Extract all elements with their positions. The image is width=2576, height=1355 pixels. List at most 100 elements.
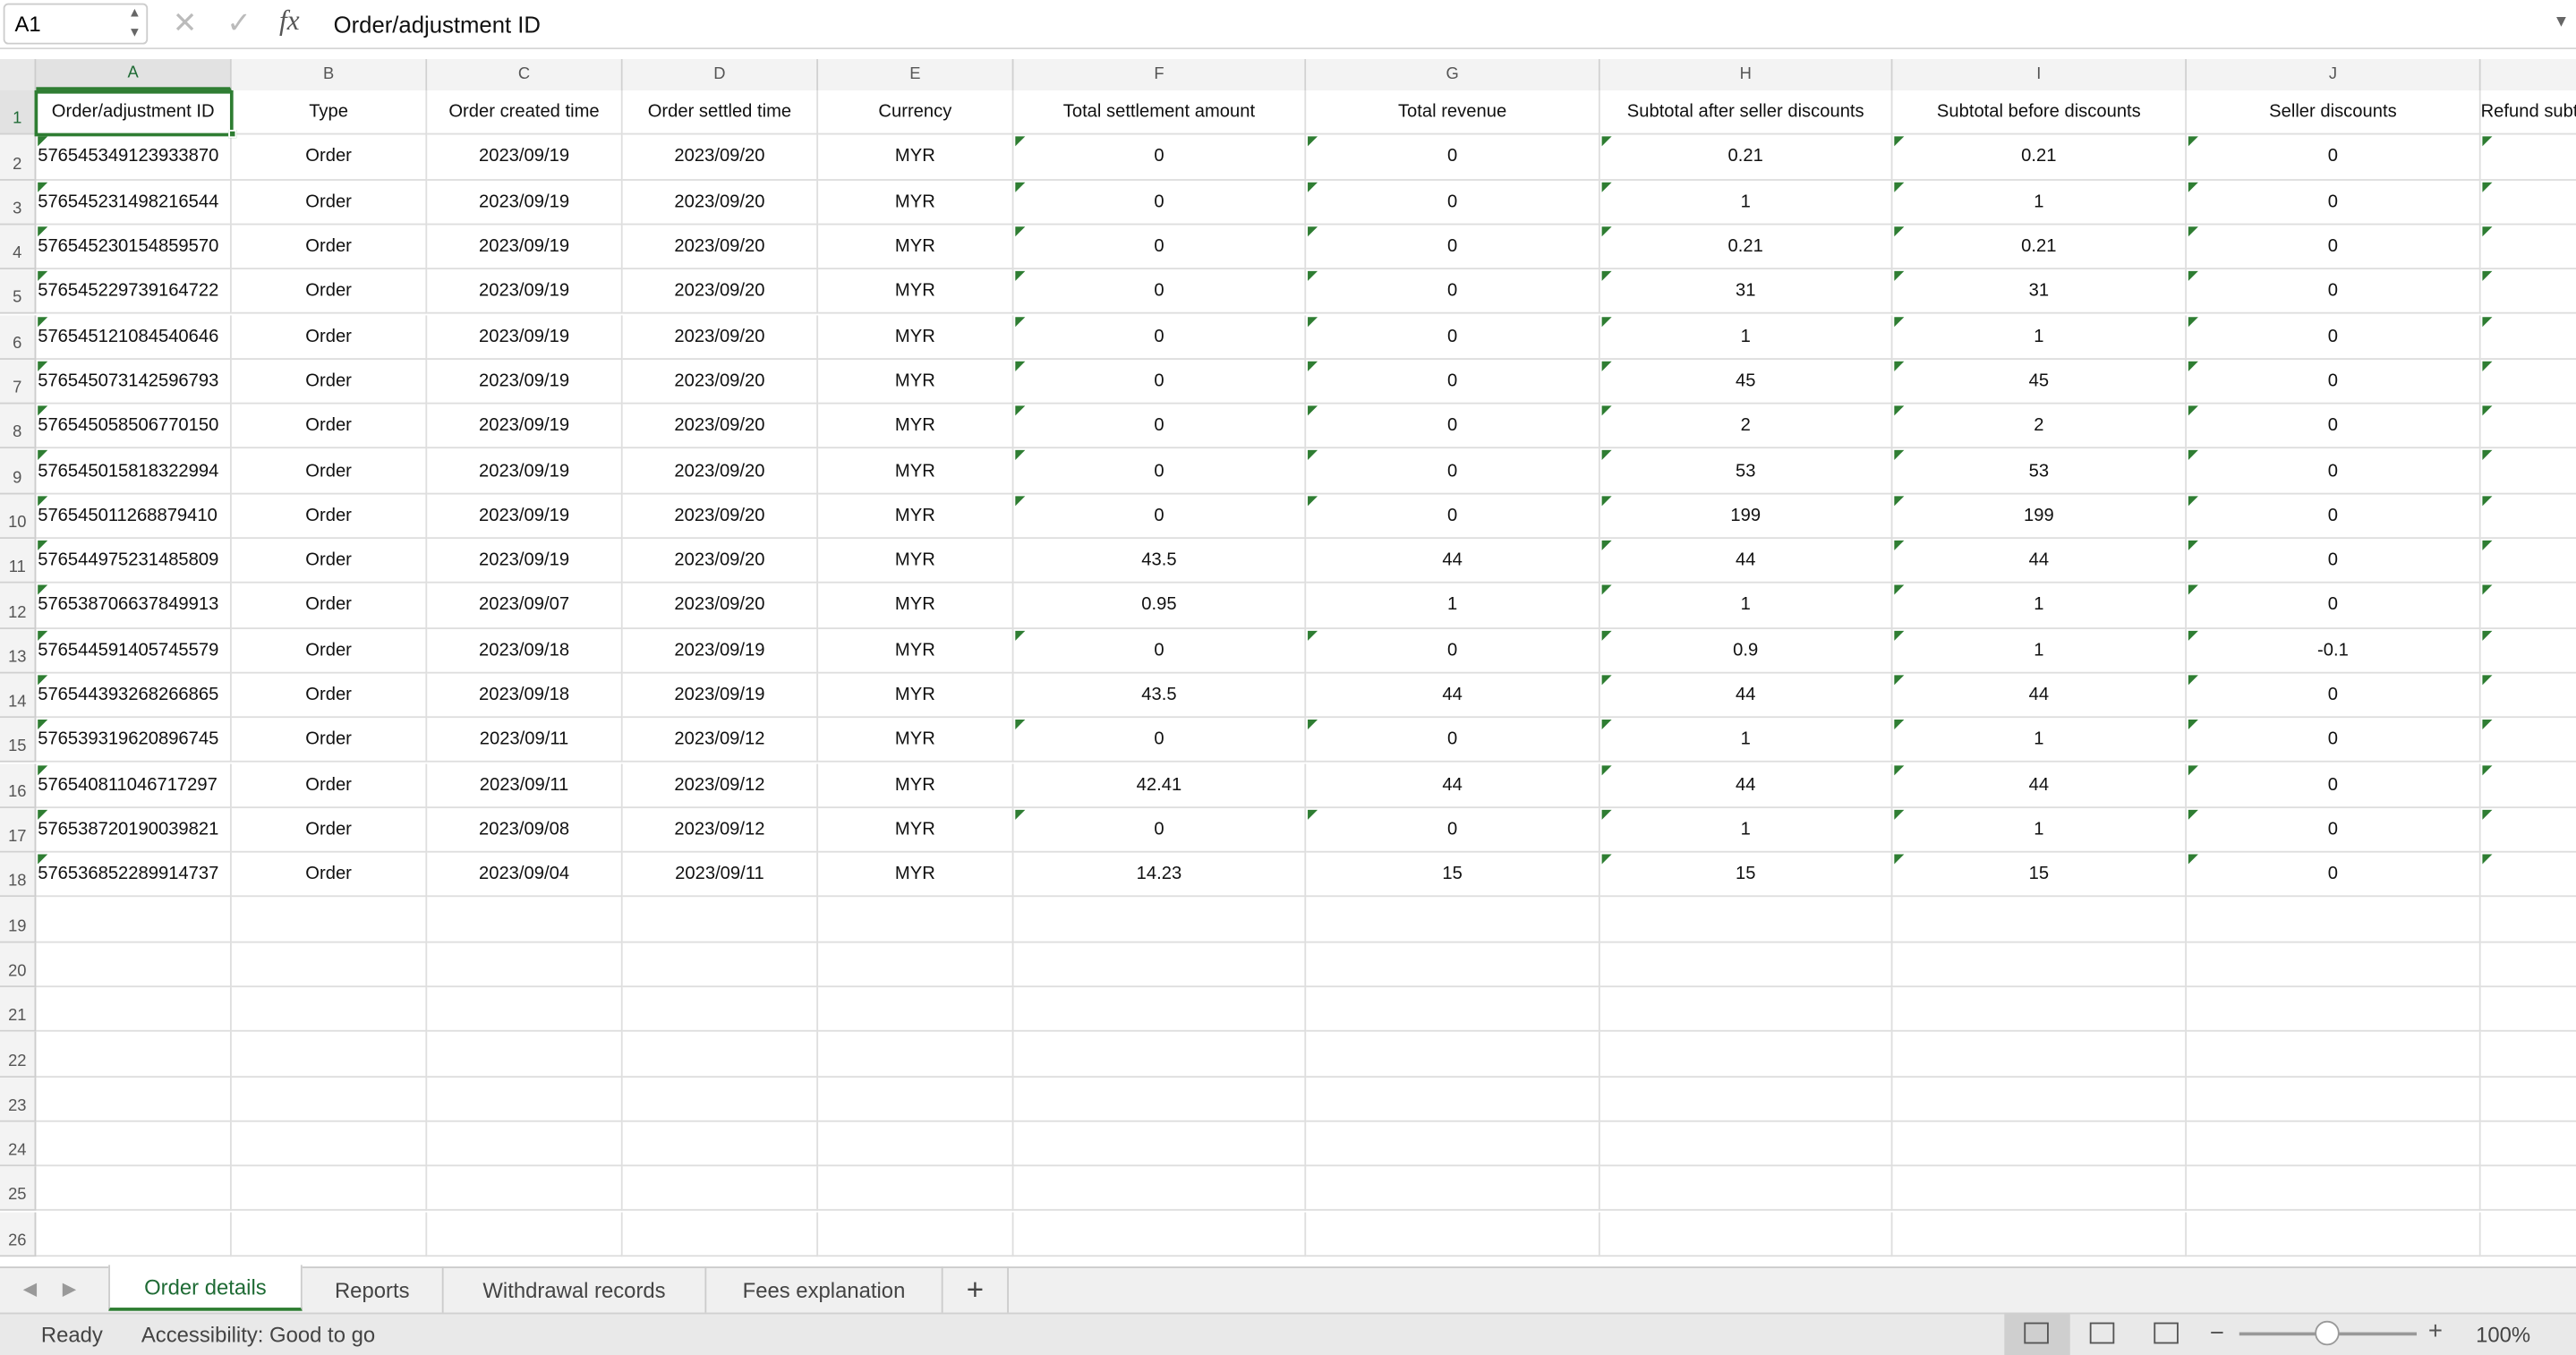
cell[interactable]	[2187, 1166, 2481, 1212]
row-header[interactable]: 2	[0, 135, 37, 181]
confirm-icon[interactable]: ✓	[226, 6, 252, 40]
cell[interactable]: MYR	[818, 673, 1014, 719]
cell[interactable]: 2023/09/12	[622, 763, 819, 808]
cell[interactable]: 576545015818322994	[36, 448, 232, 494]
cell[interactable]: 0	[1013, 628, 1307, 674]
row-header[interactable]: 24	[0, 1121, 37, 1167]
zoom-in[interactable]: +	[2427, 1317, 2443, 1346]
cell[interactable]	[1892, 1121, 2188, 1167]
cell[interactable]	[622, 1166, 819, 1212]
cell[interactable]: 576544591405745579	[36, 628, 232, 674]
row-header[interactable]: 3	[0, 180, 37, 226]
cell[interactable]	[2480, 1212, 2576, 1257]
cell[interactable]: 44	[1306, 539, 1600, 584]
cell[interactable]	[1013, 1077, 1307, 1122]
cell[interactable]: 576536852289914737	[36, 852, 232, 898]
cell[interactable]	[818, 1211, 1014, 1257]
cell[interactable]: 0	[2187, 718, 2481, 763]
cell[interactable]: MYR	[818, 628, 1014, 674]
cell[interactable]: 2023/09/07	[427, 584, 623, 629]
cell[interactable]	[2480, 449, 2576, 494]
column-header[interactable]: E	[818, 59, 1014, 90]
cell[interactable]	[622, 1077, 819, 1122]
row-header[interactable]: 9	[0, 448, 37, 494]
cell[interactable]	[36, 1121, 232, 1167]
header-cell[interactable]: Seller discounts	[2187, 89, 2481, 136]
cell[interactable]	[1306, 987, 1600, 1033]
cell[interactable]: 0	[2187, 269, 2481, 315]
cell[interactable]: 2023/09/19	[427, 493, 623, 540]
cell[interactable]: 0	[1306, 628, 1600, 674]
cell[interactable]	[1013, 1211, 1307, 1257]
cell[interactable]: 0	[1013, 314, 1307, 360]
cell[interactable]: 0	[1013, 225, 1307, 270]
cell[interactable]: 0	[2187, 135, 2481, 181]
cell[interactable]	[2480, 763, 2576, 808]
row-header[interactable]: 23	[0, 1077, 37, 1122]
cell[interactable]: 0.95	[1013, 584, 1307, 629]
column-header[interactable]: I	[1892, 59, 2188, 90]
cell[interactable]: 576545229739164722	[36, 269, 232, 315]
cell[interactable]	[2187, 1121, 2481, 1167]
cell[interactable]	[1013, 897, 1307, 943]
cell[interactable]: MYR	[818, 448, 1014, 494]
header-cell[interactable]: Subtotal before discounts	[1892, 89, 2188, 136]
cell[interactable]	[427, 1166, 623, 1212]
cell[interactable]: Order	[231, 763, 428, 808]
cell[interactable]	[36, 987, 232, 1033]
row-header[interactable]: 13	[0, 628, 37, 674]
cell[interactable]: 0	[1306, 225, 1600, 270]
sheet-tab[interactable]: Order details	[108, 1265, 303, 1311]
cell[interactable]	[1306, 1166, 1600, 1212]
cell[interactable]: 0	[1013, 269, 1307, 315]
cell[interactable]: MYR	[818, 718, 1014, 763]
cell[interactable]: 44	[1599, 539, 1893, 584]
cell[interactable]: 1	[1892, 807, 2188, 853]
cell[interactable]: 2023/09/19	[427, 359, 623, 405]
header-cell[interactable]: Total revenue	[1306, 89, 1600, 136]
cell[interactable]: 1	[1599, 314, 1893, 360]
cell[interactable]: 44	[1306, 763, 1600, 808]
cell[interactable]: MYR	[818, 493, 1014, 540]
row-header[interactable]: 8	[0, 404, 37, 449]
expand-formula[interactable]: ▼	[2553, 13, 2570, 31]
cell[interactable]	[818, 897, 1014, 943]
cell[interactable]: 2	[1892, 404, 2188, 449]
cell[interactable]	[231, 987, 428, 1033]
cell[interactable]: 53	[1599, 448, 1893, 494]
cell[interactable]: 44	[1599, 763, 1893, 808]
row-header[interactable]: 6	[0, 314, 37, 360]
cell[interactable]: 576545058506770150	[36, 404, 232, 449]
cell[interactable]: 576538706637849913	[36, 584, 232, 629]
column-header[interactable]: B	[231, 59, 428, 90]
cell[interactable]	[1892, 897, 2188, 943]
cell[interactable]	[1599, 1211, 1893, 1257]
cell[interactable]: 2023/09/20	[622, 269, 819, 315]
cell[interactable]: 31	[1892, 269, 2188, 315]
cell[interactable]	[2480, 135, 2576, 181]
cell[interactable]	[1892, 987, 2188, 1033]
cell[interactable]: 576545231498216544	[36, 180, 232, 226]
cell[interactable]	[2480, 1121, 2576, 1167]
cell[interactable]	[427, 1077, 623, 1122]
cell[interactable]: 0	[2187, 448, 2481, 494]
row-header[interactable]: 22	[0, 1032, 37, 1078]
row-header[interactable]: 14	[0, 673, 37, 719]
cell[interactable]: 31	[1599, 269, 1893, 315]
cell[interactable]: MYR	[818, 763, 1014, 808]
row-header[interactable]: 19	[0, 897, 37, 943]
cell[interactable]: MYR	[818, 852, 1014, 898]
cell[interactable]: 44	[1599, 673, 1893, 719]
cell[interactable]: 1	[1599, 584, 1893, 629]
cell[interactable]: Order	[231, 404, 428, 449]
cell[interactable]	[2480, 360, 2576, 405]
row-header[interactable]: 18	[0, 852, 37, 898]
cell[interactable]	[231, 1211, 428, 1257]
cell[interactable]	[231, 1166, 428, 1212]
cell[interactable]: MYR	[818, 539, 1014, 584]
cell[interactable]: 0	[1306, 448, 1600, 494]
prev-sheet[interactable]: ◀	[22, 1279, 38, 1300]
cell[interactable]: 2023/09/20	[622, 135, 819, 181]
cell[interactable]	[622, 1211, 819, 1257]
column-header[interactable]	[2480, 59, 2576, 90]
